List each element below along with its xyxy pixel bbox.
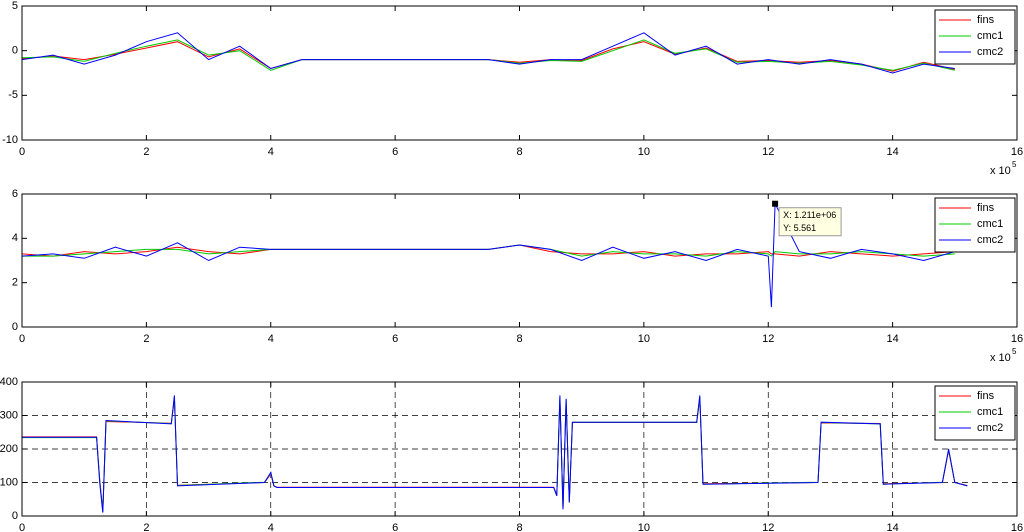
x-scale-base: x 10 — [990, 352, 1011, 364]
x-tick-label: 2 — [143, 333, 149, 345]
y-tick-label: 200 — [0, 443, 18, 455]
x-tick-label: 0 — [19, 522, 25, 532]
plot-area — [22, 6, 1017, 140]
x-tick-label: 8 — [516, 333, 522, 345]
x-tick-label: 6 — [392, 333, 398, 345]
x-scale-base: x 10 — [990, 165, 1011, 177]
x-tick-label: 10 — [638, 522, 650, 532]
plot-area — [22, 194, 1017, 327]
y-tick-label: 2 — [12, 277, 18, 289]
x-tick-label: 4 — [268, 522, 274, 532]
y-tick-label: 5 — [12, 0, 18, 12]
y-tick-label: 0 — [12, 321, 18, 333]
x-tick-label: 16 — [1011, 146, 1023, 158]
legend-label: cmc1 — [977, 406, 1003, 418]
legend-box — [934, 197, 1016, 253]
legend-label: cmc2 — [977, 234, 1003, 246]
x-tick-label: 2 — [143, 522, 149, 532]
y-tick-label: 400 — [0, 376, 18, 388]
legend-label: fins — [977, 14, 995, 26]
x-tick-label: 10 — [638, 146, 650, 158]
x-tick-label: 10 — [638, 333, 650, 345]
legend-label: cmc2 — [977, 422, 1003, 434]
x-tick-label: 6 — [392, 146, 398, 158]
x-tick-label: 16 — [1011, 522, 1023, 532]
x-tick-label: 0 — [19, 146, 25, 158]
x-tick-label: 2 — [143, 146, 149, 158]
legend-box — [934, 9, 1016, 65]
y-tick-label: -5 — [8, 89, 18, 101]
x-tick-label: 8 — [516, 522, 522, 532]
x-tick-label: 14 — [887, 333, 899, 345]
series-line — [21, 32, 955, 74]
x-tick-label: 12 — [762, 333, 774, 345]
x-tick-label: 12 — [762, 146, 774, 158]
x-tick-label: 12 — [762, 522, 774, 532]
datatip-box — [778, 207, 842, 237]
y-tick-label: 0 — [12, 45, 18, 57]
y-tick-label: 100 — [0, 476, 18, 488]
y-tick-label: 300 — [0, 409, 18, 421]
legend-label: fins — [977, 390, 995, 402]
axes-box — [21, 5, 1018, 141]
datatip-y: Y: 5.561 — [783, 223, 816, 233]
x-tick-label: 14 — [887, 522, 899, 532]
y-tick-label: 4 — [12, 232, 18, 244]
axes-box — [21, 193, 1018, 328]
x-tick-label: 4 — [268, 146, 274, 158]
x-scale-exponent: 5 — [1012, 160, 1017, 169]
x-tick-label: 4 — [268, 333, 274, 345]
x-tick-label: 8 — [516, 146, 522, 158]
x-tick-label: 16 — [1011, 333, 1023, 345]
datatip-x: X: 1.211e+06 — [783, 210, 836, 220]
axes-box — [21, 381, 1018, 517]
series-line — [22, 395, 968, 513]
legend-label: cmc2 — [977, 46, 1003, 58]
legend-label: cmc1 — [977, 30, 1003, 42]
x-tick-label: 14 — [887, 146, 899, 158]
legend-box — [934, 385, 1016, 441]
x-scale-exponent: 5 — [1012, 347, 1017, 356]
y-tick-label: 0 — [12, 510, 18, 522]
x-tick-label: 6 — [392, 522, 398, 532]
y-tick-label: 6 — [12, 188, 18, 200]
x-tick-label: 0 — [19, 333, 25, 345]
datatip-marker — [772, 200, 779, 207]
y-tick-label: -10 — [2, 134, 18, 146]
legend-label: fins — [977, 202, 995, 214]
legend-label: cmc1 — [977, 218, 1003, 230]
